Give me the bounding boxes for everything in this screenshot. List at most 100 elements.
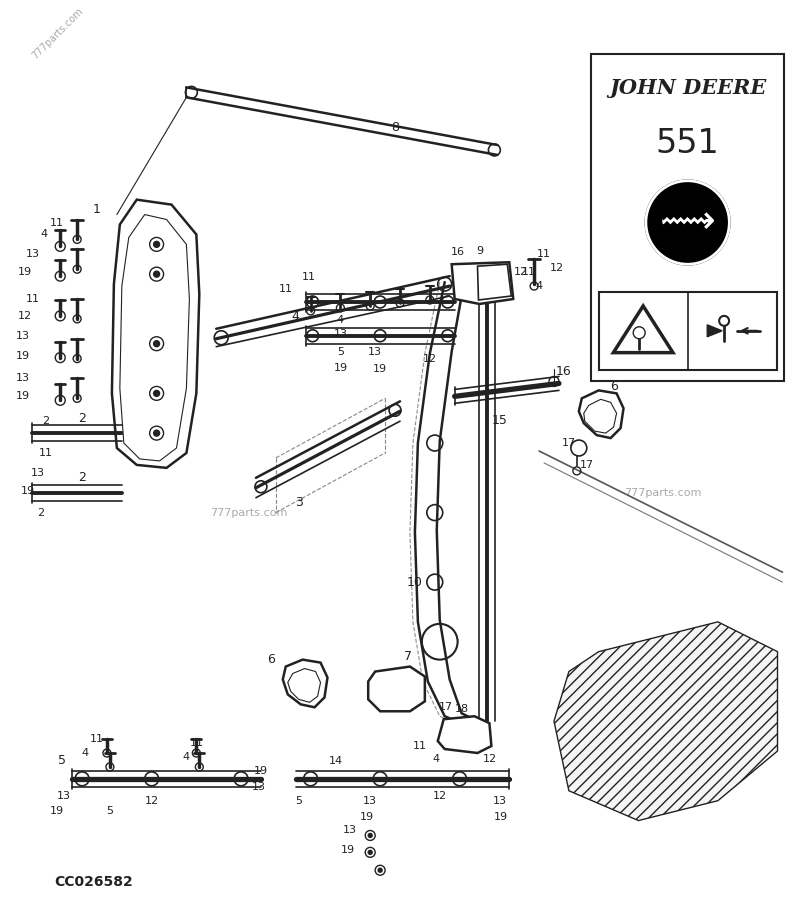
- Text: 13: 13: [492, 795, 506, 805]
- Text: 13: 13: [15, 374, 30, 384]
- Text: 5: 5: [295, 795, 302, 805]
- Text: 11: 11: [38, 448, 52, 458]
- Text: 19: 19: [334, 363, 347, 373]
- Text: 1: 1: [93, 203, 101, 216]
- Text: 13: 13: [343, 825, 358, 835]
- Circle shape: [646, 181, 730, 264]
- Polygon shape: [579, 390, 623, 438]
- Text: 19: 19: [342, 845, 355, 855]
- Text: 17: 17: [562, 438, 576, 448]
- Text: 11: 11: [413, 741, 427, 751]
- Circle shape: [154, 430, 159, 436]
- Text: 11: 11: [302, 272, 316, 282]
- Text: 2: 2: [78, 412, 86, 424]
- Text: 19: 19: [20, 486, 34, 496]
- Text: 13: 13: [58, 791, 71, 801]
- Text: 19: 19: [15, 350, 30, 360]
- Text: 551: 551: [656, 127, 719, 159]
- Text: 12: 12: [422, 354, 437, 364]
- Polygon shape: [478, 264, 511, 300]
- Circle shape: [378, 868, 382, 872]
- Polygon shape: [554, 622, 778, 821]
- Text: 11: 11: [26, 294, 39, 304]
- Text: CC026582: CC026582: [54, 875, 133, 889]
- Circle shape: [154, 242, 159, 247]
- Text: 8: 8: [391, 120, 399, 134]
- Text: 12: 12: [550, 263, 564, 273]
- Text: 13: 13: [26, 249, 39, 260]
- Text: 19: 19: [254, 766, 268, 776]
- Text: 777parts.com: 777parts.com: [210, 508, 288, 518]
- Polygon shape: [120, 214, 190, 461]
- Polygon shape: [288, 669, 321, 702]
- Text: 16: 16: [450, 247, 465, 257]
- Polygon shape: [368, 667, 425, 711]
- Text: 4: 4: [337, 315, 344, 325]
- Text: 5: 5: [106, 805, 114, 815]
- Text: 7: 7: [404, 650, 412, 663]
- Text: 18: 18: [454, 704, 469, 714]
- Text: ⟿: ⟿: [660, 204, 715, 242]
- Polygon shape: [614, 306, 673, 353]
- Text: 777parts.com: 777parts.com: [625, 488, 702, 498]
- Text: 4: 4: [432, 754, 439, 764]
- Text: 15: 15: [491, 414, 507, 426]
- Circle shape: [368, 851, 372, 854]
- Text: 17: 17: [438, 702, 453, 712]
- Text: 12: 12: [482, 754, 497, 764]
- Text: 11: 11: [190, 738, 203, 748]
- Text: 17: 17: [580, 460, 594, 470]
- Text: 13: 13: [30, 468, 44, 478]
- Text: 6: 6: [610, 380, 618, 393]
- Polygon shape: [112, 200, 199, 468]
- Circle shape: [154, 340, 159, 347]
- Text: 6: 6: [267, 653, 274, 666]
- Text: 11: 11: [90, 734, 104, 744]
- Polygon shape: [438, 716, 491, 753]
- Text: 19: 19: [373, 364, 387, 374]
- Text: 14: 14: [328, 756, 342, 766]
- Text: 4: 4: [41, 230, 48, 240]
- Circle shape: [154, 272, 159, 277]
- Text: 2: 2: [37, 508, 44, 518]
- Text: 4: 4: [82, 748, 89, 758]
- Text: 10: 10: [407, 576, 423, 588]
- Polygon shape: [282, 660, 327, 708]
- Text: 9: 9: [476, 246, 483, 256]
- Text: 19: 19: [18, 267, 31, 277]
- Text: 13: 13: [368, 347, 382, 357]
- Text: 2: 2: [78, 472, 86, 484]
- Text: 11: 11: [522, 267, 536, 277]
- Text: 19: 19: [494, 812, 508, 822]
- Text: 11: 11: [537, 249, 551, 260]
- Text: 19: 19: [360, 812, 374, 822]
- Text: 13: 13: [15, 330, 30, 341]
- Polygon shape: [707, 325, 722, 337]
- Text: 16: 16: [556, 365, 572, 378]
- Text: 11: 11: [50, 217, 64, 227]
- Text: 4: 4: [292, 310, 300, 323]
- Polygon shape: [584, 399, 617, 433]
- Text: 13: 13: [252, 782, 266, 792]
- Text: 12: 12: [514, 267, 528, 277]
- Polygon shape: [452, 262, 514, 304]
- Text: 12: 12: [18, 311, 31, 321]
- Circle shape: [154, 390, 159, 396]
- Bar: [598, 292, 777, 369]
- Text: JOHN DEERE: JOHN DEERE: [609, 79, 766, 99]
- Text: 777parts.com: 777parts.com: [30, 6, 85, 62]
- Text: 4: 4: [535, 281, 542, 291]
- Text: 19: 19: [15, 391, 30, 401]
- Text: 4: 4: [183, 752, 190, 762]
- Text: 3: 3: [294, 496, 302, 510]
- Text: 12: 12: [145, 795, 158, 805]
- Text: 5: 5: [337, 347, 344, 357]
- Circle shape: [368, 834, 372, 837]
- Text: 13: 13: [363, 795, 377, 805]
- Text: 11: 11: [278, 284, 293, 294]
- Text: 13: 13: [334, 329, 347, 338]
- Text: 2: 2: [42, 416, 49, 426]
- Text: 5: 5: [58, 755, 66, 767]
- Text: 12: 12: [433, 791, 447, 801]
- Text: 19: 19: [50, 805, 64, 815]
